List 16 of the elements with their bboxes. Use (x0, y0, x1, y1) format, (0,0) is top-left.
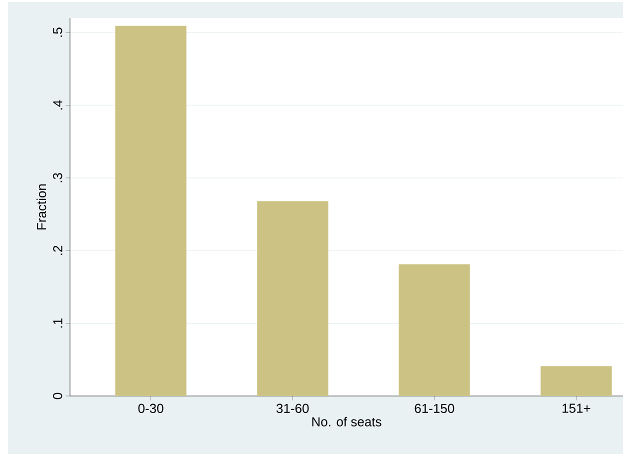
y-tick-label: .3 (52, 173, 62, 182)
x-tick-label: 0-30 (138, 404, 164, 414)
y-tick-label: .1 (53, 318, 62, 328)
y-axis-title: Fraction (36, 184, 46, 230)
bar (256, 200, 328, 396)
y-tick-label: .4 (53, 100, 62, 110)
y-tick-label: .2 (53, 246, 62, 255)
bar (540, 366, 612, 396)
x-tick-label: 151+ (562, 404, 590, 413)
x-tick-label: 61-150 (414, 404, 454, 414)
y-tick-label: 0 (52, 392, 62, 400)
bar (398, 264, 470, 396)
x-tick-label: 31-60 (276, 404, 309, 414)
x-axis-title: No. of seats (312, 416, 382, 426)
bar (115, 26, 186, 396)
y-tick-label: .5 (53, 28, 62, 37)
